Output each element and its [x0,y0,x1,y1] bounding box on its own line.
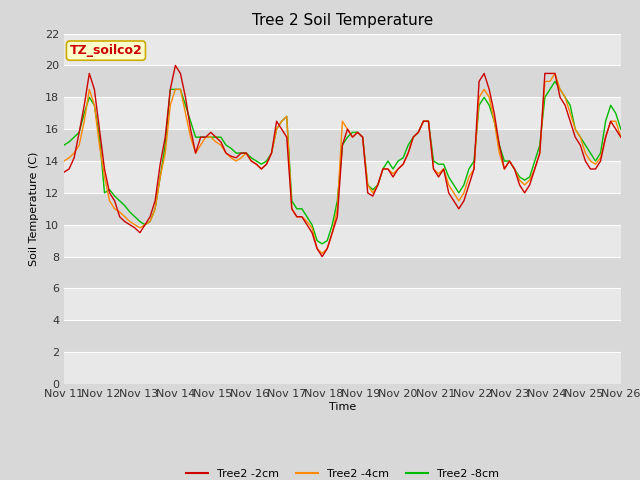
Tree2 -8cm [607,102,614,108]
Bar [64,225,621,257]
Text: TZ_soilco2: TZ_soilco2 [70,44,142,57]
Tree2 -4cm [187,134,195,140]
Line: Tree2 -2cm: Tree2 -2cm [64,65,621,257]
Line: Tree2 -8cm: Tree2 -8cm [64,82,621,244]
Bar [64,34,621,65]
Tree2 -8cm [60,142,68,148]
Bar [64,193,621,225]
Tree2 -2cm [617,134,625,140]
Tree2 -4cm [617,134,625,140]
Tree2 -2cm [172,62,179,68]
Tree2 -2cm [394,166,402,172]
Tree2 -2cm [328,230,336,236]
Tree2 -8cm [389,166,397,172]
Tree2 -2cm [60,169,68,175]
Tree2 -4cm [268,150,275,156]
Bar [64,65,621,97]
Tree2 -2cm [192,150,200,156]
Legend: Tree2 -2cm, Tree2 -4cm, Tree2 -8cm: Tree2 -2cm, Tree2 -4cm, Tree2 -8cm [182,465,503,480]
Bar [64,320,621,352]
Bar [64,161,621,193]
Tree2 -2cm [273,119,280,124]
Tree2 -4cm [323,246,331,252]
Tree2 -4cm [202,134,209,140]
X-axis label: Time: Time [329,402,356,412]
Tree2 -4cm [318,251,326,256]
Bar [64,352,621,384]
Tree2 -8cm [323,238,331,243]
Bar [64,129,621,161]
Tree2 -4cm [389,171,397,177]
Line: Tree2 -4cm: Tree2 -4cm [64,73,621,253]
Bar [64,288,621,320]
Y-axis label: Soil Temperature (C): Soil Temperature (C) [29,152,39,266]
Tree2 -4cm [607,119,614,124]
Tree2 -2cm [207,130,214,135]
Bar [64,97,621,129]
Tree2 -4cm [60,158,68,164]
Title: Tree 2 Soil Temperature: Tree 2 Soil Temperature [252,13,433,28]
Tree2 -8cm [617,126,625,132]
Tree2 -8cm [268,150,275,156]
Tree2 -2cm [607,119,614,124]
Bar [64,257,621,288]
Tree2 -2cm [318,254,326,260]
Tree2 -8cm [551,79,559,84]
Tree2 -8cm [187,119,195,124]
Tree2 -4cm [551,71,559,76]
Tree2 -8cm [318,241,326,247]
Tree2 -8cm [202,134,209,140]
